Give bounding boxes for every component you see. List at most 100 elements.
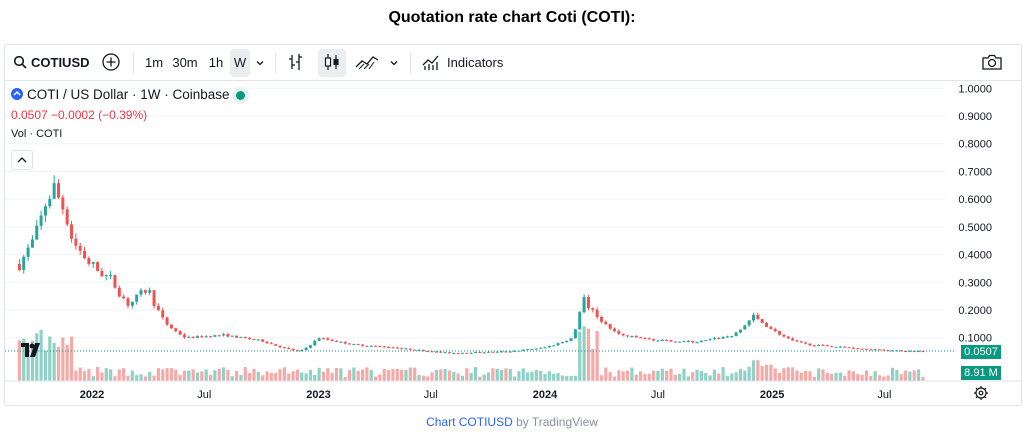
candle — [274, 344, 278, 346]
candle — [465, 352, 469, 354]
volume-bar — [804, 370, 808, 381]
volume-bar — [469, 372, 473, 381]
candle — [908, 350, 912, 352]
volume-bar — [465, 368, 469, 381]
volume-bar — [126, 375, 130, 381]
volume-bar — [730, 373, 734, 381]
candle — [317, 338, 321, 341]
candle — [165, 317, 169, 325]
volume-bar — [678, 373, 682, 381]
volume-bar — [634, 374, 638, 381]
candle — [269, 343, 273, 345]
candle — [35, 225, 39, 240]
volume-bar — [621, 371, 625, 381]
volume-bar — [547, 371, 551, 381]
bar-style-button[interactable] — [287, 49, 305, 77]
volume-bar — [517, 371, 521, 381]
chart-attribution-link[interactable]: Chart COTIUSD — [426, 415, 513, 429]
interval-1h[interactable]: 1h — [208, 55, 224, 70]
volume-bar — [786, 367, 790, 381]
candle — [387, 347, 391, 349]
candle — [508, 351, 512, 353]
candle — [56, 183, 60, 198]
volume-bar — [617, 370, 621, 381]
candles-style-button[interactable] — [318, 49, 346, 77]
candle — [656, 340, 660, 342]
volume-bar — [777, 372, 782, 381]
compare-symbol-button[interactable] — [101, 49, 121, 77]
volume-bar — [326, 368, 330, 381]
candle — [130, 301, 134, 306]
symbol-search-button[interactable]: COTIUSD — [13, 49, 90, 77]
volume-bar — [630, 367, 634, 381]
indicators-button[interactable]: Indicators — [421, 49, 503, 77]
candle — [204, 336, 208, 338]
candle — [552, 345, 556, 347]
candle — [669, 340, 673, 342]
volume-bar — [308, 369, 313, 381]
volume-bar — [378, 374, 382, 381]
candle — [899, 350, 903, 352]
volume-bar — [39, 329, 43, 381]
candle — [530, 349, 534, 351]
volume-bar — [595, 331, 599, 381]
volume-bar — [695, 369, 699, 381]
volume-bar — [135, 375, 139, 381]
camera-icon — [982, 54, 1002, 70]
volume-bar — [856, 374, 860, 381]
volume-bar — [174, 369, 178, 381]
candle — [747, 320, 751, 326]
volume-bar — [195, 372, 200, 381]
volume-bar — [230, 376, 234, 381]
tradingview-logo — [21, 343, 43, 362]
candle — [39, 215, 43, 226]
candle — [639, 337, 643, 339]
volume-bar — [543, 373, 547, 381]
volume-bar — [860, 375, 864, 381]
interval-30m[interactable]: 30m — [172, 55, 198, 70]
legend-collapse-button[interactable] — [11, 150, 33, 170]
interval-1m[interactable]: 1m — [144, 55, 164, 70]
volume-bar — [903, 370, 908, 381]
volume-bar — [782, 368, 786, 381]
volume-bar — [699, 370, 703, 381]
volume-bar — [843, 375, 847, 381]
interval-w[interactable]: W — [230, 49, 250, 77]
candle — [404, 348, 408, 350]
toolbar-divider — [410, 53, 411, 73]
volume-bar — [191, 369, 195, 381]
candle — [278, 345, 282, 348]
coti-logo-icon — [11, 88, 23, 100]
candle — [213, 335, 217, 337]
volume-bar — [304, 373, 308, 381]
candle — [421, 349, 425, 352]
volume-bar — [790, 367, 795, 381]
candle — [113, 275, 117, 288]
volume-bar — [339, 368, 343, 381]
candle — [352, 343, 356, 345]
price-tick-label: 1.0000 — [958, 83, 992, 95]
candle — [139, 290, 143, 295]
candle — [456, 352, 460, 354]
candle — [452, 352, 456, 354]
volume-bar — [916, 369, 921, 381]
candle — [717, 338, 721, 340]
screenshot-button[interactable] — [981, 49, 1003, 77]
time-tick-label: 2024 — [533, 389, 558, 401]
candle — [487, 351, 491, 353]
candle — [721, 336, 725, 339]
price-tick-label: 0.4000 — [958, 250, 992, 262]
settings-gear-icon[interactable] — [974, 386, 988, 400]
candlestick-chart[interactable]: 0.1000 0.2000 0.3000 0.4000 0.5000 0.6000 0.70… — [5, 81, 1021, 405]
area-style-button[interactable] — [355, 49, 379, 77]
chart-style-dropdown[interactable] — [389, 49, 399, 77]
candle — [91, 262, 95, 264]
candle — [74, 238, 78, 246]
price-tick-label: 0.3000 — [958, 277, 992, 289]
interval-dropdown[interactable] — [255, 49, 265, 77]
candle — [413, 349, 417, 351]
volume-bar — [52, 343, 56, 381]
candle — [182, 334, 186, 338]
volume-bar — [560, 375, 564, 381]
candle — [226, 334, 230, 337]
